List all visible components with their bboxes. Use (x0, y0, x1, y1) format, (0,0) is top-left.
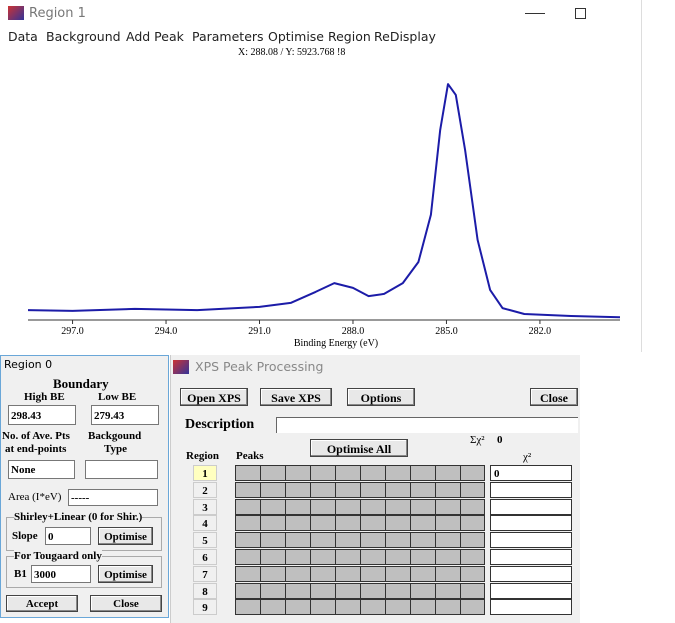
toolbar-button[interactable]: Close (530, 388, 578, 406)
peaks-row (235, 565, 485, 582)
menu-item[interactable]: Parameters (192, 29, 264, 44)
maximize-button[interactable] (575, 8, 586, 19)
cursor-readout: X: 288.08 / Y: 5923.768 !8 (238, 47, 346, 58)
menu-item[interactable]: Data (8, 29, 38, 44)
ave-select[interactable]: None (8, 460, 75, 479)
peaks-row (235, 582, 485, 599)
bg-select[interactable]: Shirley (85, 460, 158, 479)
x-tick-label: 285.0 (435, 326, 458, 337)
x-tick-label: 294.0 (155, 326, 178, 337)
panel-title: Region 0 (4, 358, 53, 371)
x-axis-label: Binding Energy (eV) (294, 338, 378, 349)
accept-button[interactable]: Accept (6, 595, 78, 612)
row-number[interactable]: 7 (193, 565, 217, 582)
area-input[interactable]: ----- (68, 489, 158, 506)
menu-item[interactable]: ReDisplay (374, 29, 436, 44)
row-number[interactable]: 2 (193, 481, 217, 498)
chi-cell[interactable] (490, 481, 572, 498)
menu-item[interactable]: Add Peak (126, 29, 184, 44)
chi-cell[interactable] (490, 599, 572, 616)
peaks-header: Peaks (236, 450, 264, 462)
minimize-button[interactable] (525, 4, 545, 14)
chi-header: χ² (523, 451, 532, 463)
row-number[interactable]: 9 (193, 599, 217, 616)
ave-label: at end-points (5, 443, 67, 455)
spectrum-plot: 297.0 294.0 291.0 288.0 285.0 282.0 Binding En… (27, 83, 621, 349)
peaks-row (235, 481, 485, 498)
peaks-row (235, 498, 485, 515)
processing-title: XPS Peak Processing (195, 359, 324, 374)
chi-cell[interactable] (490, 515, 572, 532)
x-tick-label: 288.0 (342, 326, 365, 337)
slope-label: Slope (12, 530, 38, 542)
row-number[interactable]: 1 (193, 465, 217, 481)
row-number[interactable]: 3 (193, 498, 217, 515)
tougaard-group-label: For Tougaard only (14, 550, 102, 563)
x-tick-label: 291.0 (248, 326, 271, 337)
menu-item[interactable]: Background (46, 29, 121, 44)
peaks-row (235, 599, 485, 616)
high-be-label: High BE (24, 391, 65, 403)
description-line (276, 417, 578, 433)
optimise-button[interactable]: Optimise (98, 527, 153, 545)
app-icon (173, 360, 189, 374)
low-be-input[interactable]: 279.43 (91, 405, 159, 425)
chi-sum-value: 0 (497, 434, 503, 446)
boundary-heading: Boundary (53, 376, 109, 391)
chi-sum-label: Σχ² (470, 434, 485, 446)
high-be-input[interactable]: 298.43 (8, 405, 76, 425)
peaks-row (235, 465, 485, 481)
optimise-button[interactable]: Optimise (98, 565, 153, 583)
row-number[interactable]: 5 (193, 532, 217, 549)
menu-item[interactable]: Optimise Region (268, 29, 371, 44)
low-be-label: Low BE (98, 391, 137, 403)
toolbar-button[interactable]: Options (347, 388, 415, 406)
chi-cell[interactable] (490, 565, 572, 582)
optimise-all-button[interactable]: Optimise All (310, 439, 408, 457)
window-title: Region 1 (29, 6, 86, 21)
peaks-row (235, 515, 485, 532)
b1-label: B1 (14, 568, 27, 580)
x-tick-label: 282.0 (529, 326, 552, 337)
peaks-row (235, 549, 485, 565)
row-number[interactable]: 8 (193, 582, 217, 599)
chi-cell[interactable] (490, 582, 572, 599)
chi-cell[interactable] (490, 532, 572, 549)
toolbar-button[interactable]: Save XPS (260, 388, 332, 406)
chi-cell[interactable] (490, 549, 572, 565)
b1-input[interactable]: 3000 (31, 565, 91, 583)
region-header: Region (186, 450, 219, 462)
x-tick-label: 297.0 (61, 326, 84, 337)
peaks-row (235, 532, 485, 549)
bg-label: Type (104, 443, 128, 455)
spectrum-line (27, 83, 621, 319)
shirley-group-label: Shirley+Linear (0 for Shir.) (14, 511, 143, 524)
toolbar-button[interactable]: Open XPS (180, 388, 248, 406)
close-button[interactable]: Close (90, 595, 162, 612)
description-label: Description (185, 417, 255, 432)
app-icon (8, 6, 24, 20)
slope-input[interactable]: 0 (45, 527, 91, 545)
bg-label: Backgound (88, 430, 142, 442)
row-number[interactable]: 4 (193, 515, 217, 532)
chi-cell[interactable]: 0 (490, 465, 572, 481)
ave-label: No. of Ave. Pts (2, 430, 70, 442)
row-number[interactable]: 6 (193, 549, 217, 565)
area-label: Area (I*eV) (8, 491, 62, 503)
chi-cell[interactable] (490, 498, 572, 515)
